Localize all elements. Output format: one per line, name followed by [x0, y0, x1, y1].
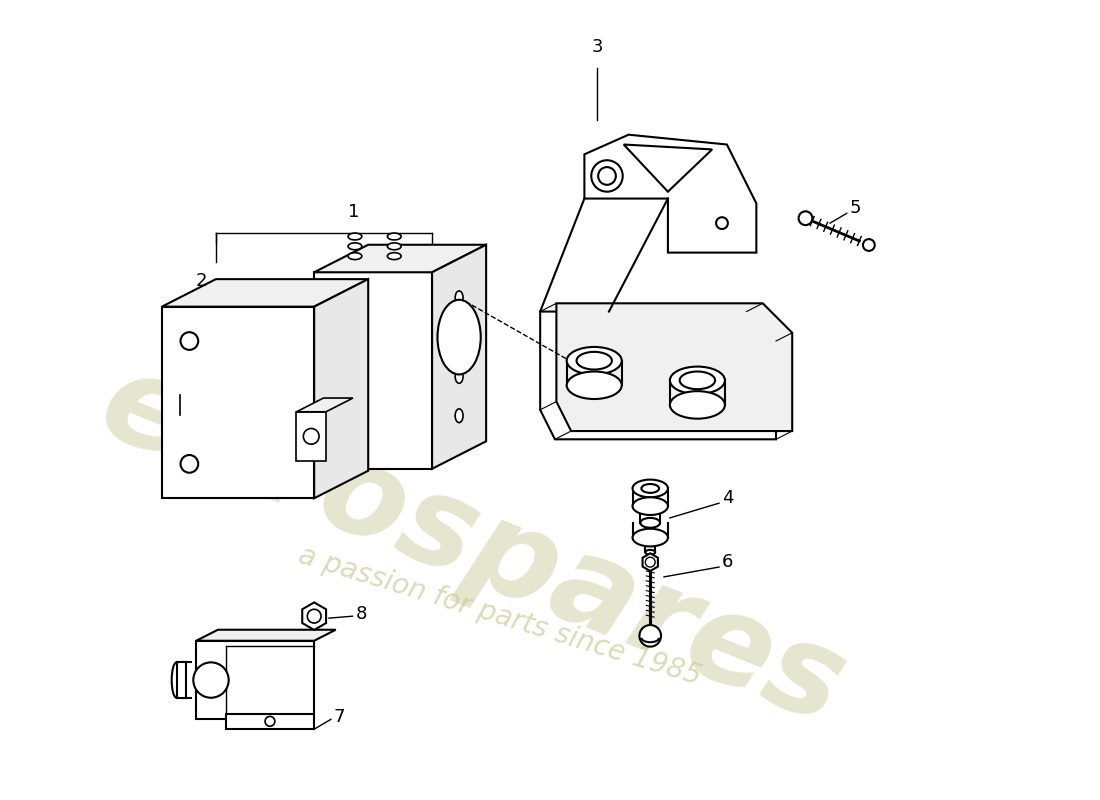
Polygon shape — [584, 134, 757, 253]
Polygon shape — [540, 311, 776, 439]
Circle shape — [304, 429, 319, 444]
Polygon shape — [557, 303, 792, 431]
Ellipse shape — [455, 291, 463, 305]
Polygon shape — [162, 279, 368, 306]
Text: 5: 5 — [849, 199, 861, 218]
Polygon shape — [162, 306, 315, 498]
Ellipse shape — [387, 243, 402, 250]
Text: a passion for parts since 1985: a passion for parts since 1985 — [295, 542, 704, 691]
Ellipse shape — [455, 409, 463, 422]
Ellipse shape — [632, 479, 668, 498]
Polygon shape — [432, 245, 486, 469]
Ellipse shape — [632, 498, 668, 515]
Polygon shape — [177, 662, 186, 698]
Ellipse shape — [566, 371, 621, 399]
Ellipse shape — [576, 352, 612, 370]
Ellipse shape — [680, 371, 715, 389]
Text: 4: 4 — [722, 490, 734, 507]
Ellipse shape — [646, 550, 656, 554]
Circle shape — [716, 218, 728, 229]
Text: eurospares: eurospares — [84, 342, 861, 750]
Ellipse shape — [641, 484, 659, 493]
Text: 2: 2 — [196, 272, 207, 290]
Polygon shape — [642, 554, 658, 571]
Ellipse shape — [670, 391, 725, 418]
Ellipse shape — [387, 233, 402, 240]
Polygon shape — [297, 412, 326, 461]
Ellipse shape — [172, 662, 182, 698]
Polygon shape — [315, 272, 432, 469]
Ellipse shape — [632, 529, 668, 546]
Ellipse shape — [455, 370, 463, 383]
Circle shape — [265, 717, 275, 726]
Circle shape — [639, 625, 661, 646]
Text: 6: 6 — [722, 553, 734, 571]
Circle shape — [799, 211, 813, 225]
Ellipse shape — [640, 518, 660, 528]
Text: 8: 8 — [355, 606, 366, 623]
Circle shape — [307, 610, 321, 623]
Polygon shape — [315, 279, 368, 498]
Polygon shape — [624, 145, 712, 192]
Ellipse shape — [194, 662, 229, 698]
Ellipse shape — [438, 300, 481, 374]
Polygon shape — [196, 641, 315, 719]
Circle shape — [646, 558, 656, 567]
Polygon shape — [302, 602, 326, 630]
Text: 1: 1 — [348, 203, 360, 221]
Ellipse shape — [455, 330, 463, 344]
Ellipse shape — [387, 253, 402, 259]
Circle shape — [180, 332, 198, 350]
Text: 7: 7 — [333, 708, 345, 726]
Polygon shape — [196, 630, 336, 641]
Polygon shape — [226, 714, 315, 729]
Ellipse shape — [348, 233, 362, 240]
Polygon shape — [297, 398, 353, 412]
Circle shape — [598, 167, 616, 185]
Ellipse shape — [348, 243, 362, 250]
Circle shape — [862, 239, 874, 251]
Ellipse shape — [348, 253, 362, 259]
Polygon shape — [315, 245, 486, 272]
Circle shape — [592, 160, 623, 192]
Circle shape — [180, 455, 198, 473]
Text: 3: 3 — [592, 38, 603, 56]
Ellipse shape — [566, 347, 621, 374]
Ellipse shape — [670, 366, 725, 394]
